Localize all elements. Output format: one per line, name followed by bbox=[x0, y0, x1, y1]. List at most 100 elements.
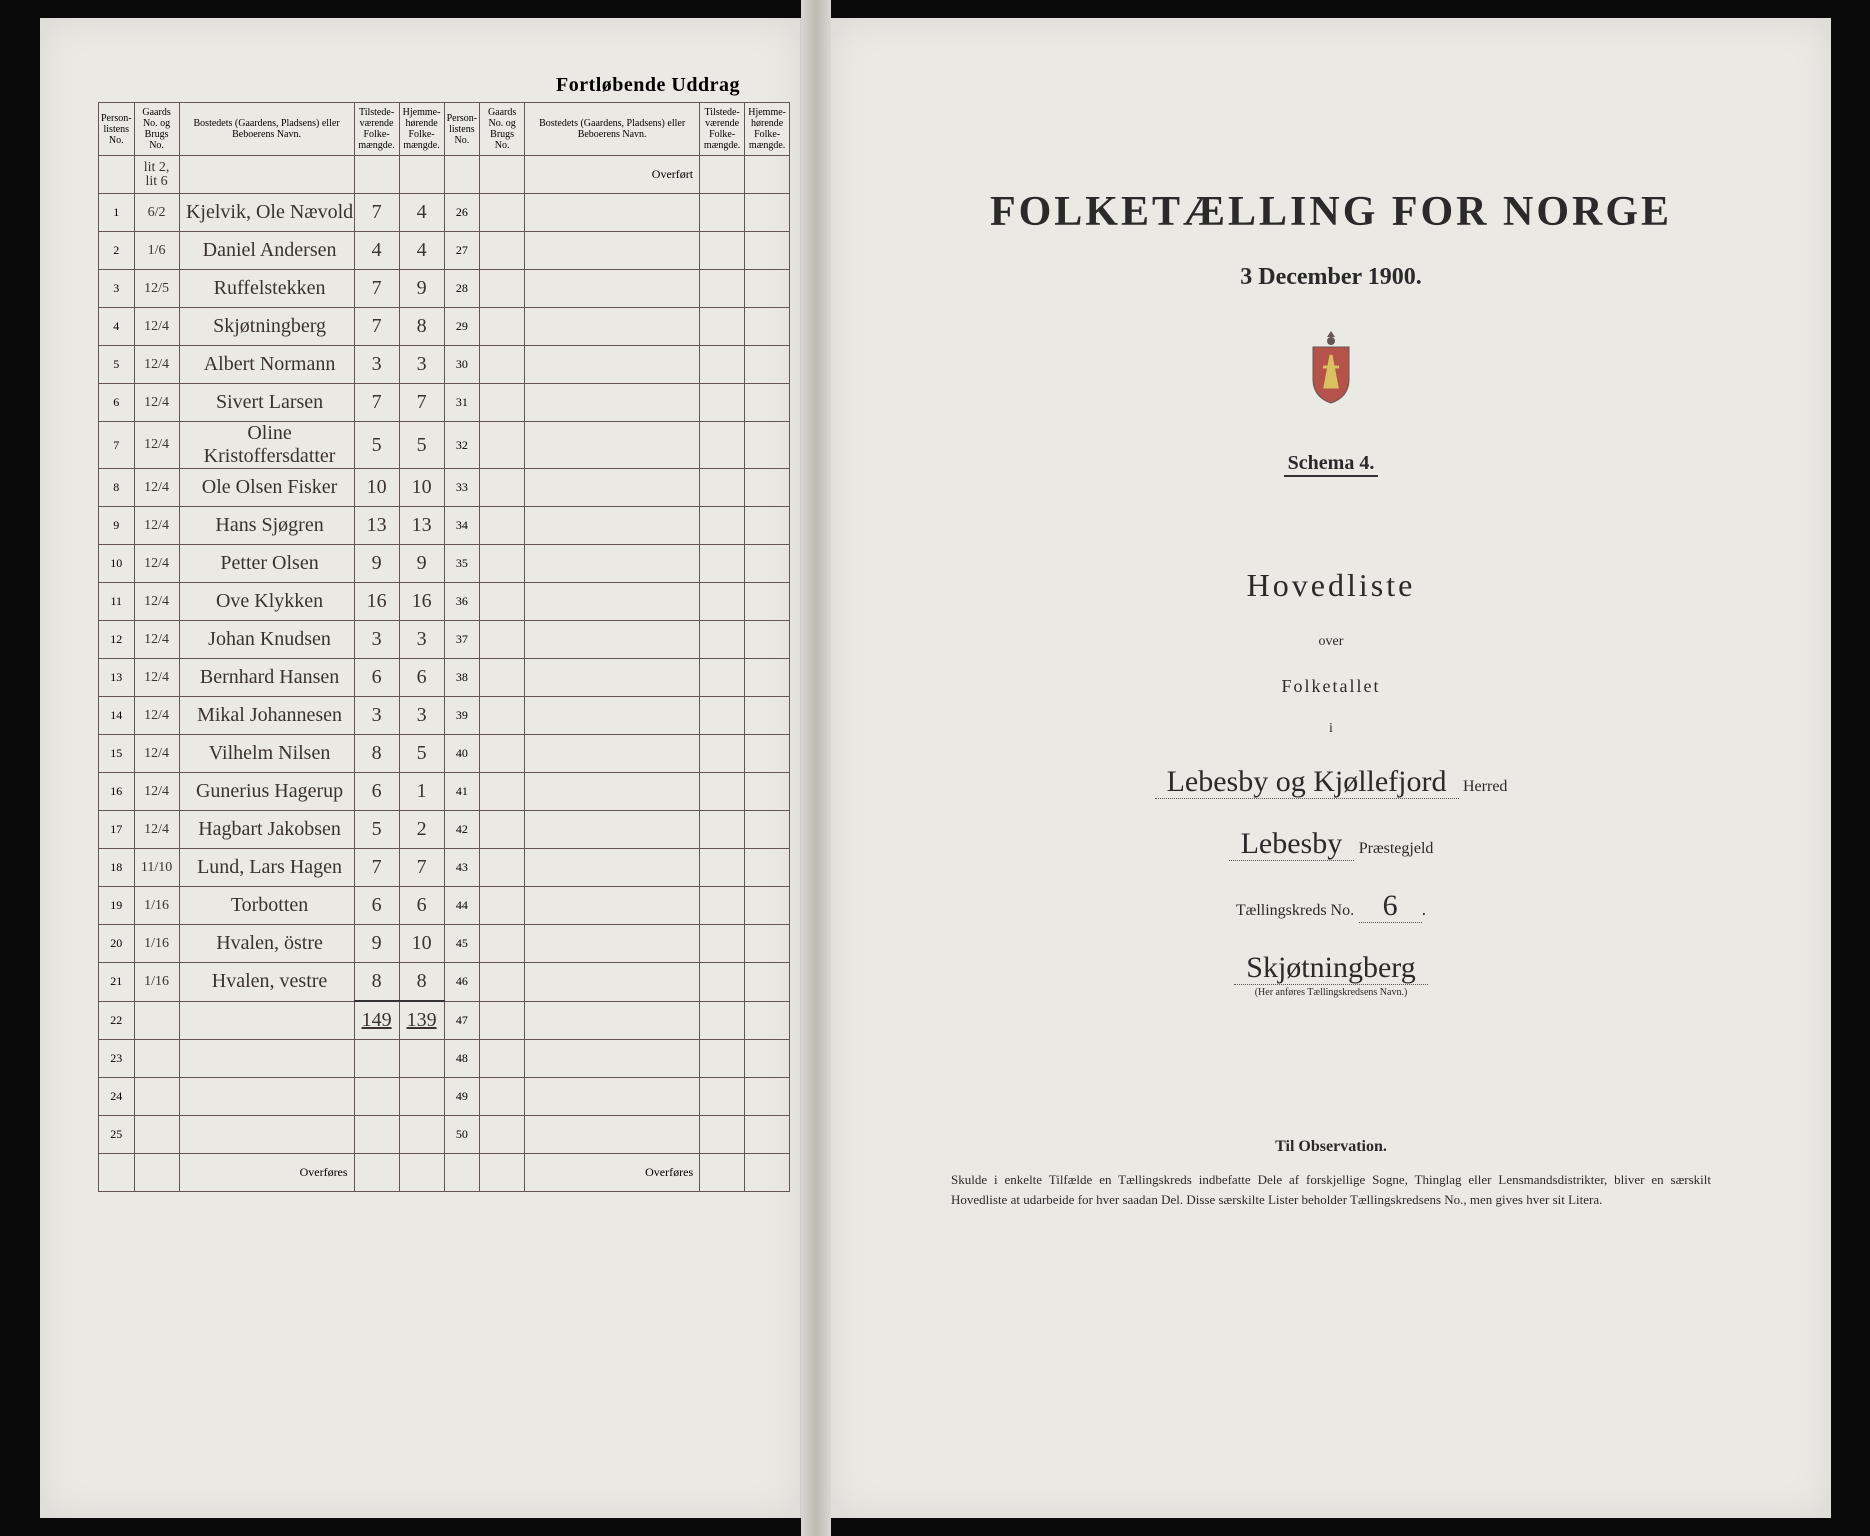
gaard-no: 12/4 bbox=[134, 697, 179, 735]
hjem-count-r bbox=[745, 659, 790, 697]
gaard-no: 1/16 bbox=[134, 963, 179, 1002]
hjem-count: 7 bbox=[399, 384, 444, 422]
bosted-name-r bbox=[525, 422, 700, 469]
bosted-name: Gunerius Hagerup bbox=[179, 773, 354, 811]
schema-label: Schema 4. bbox=[1284, 452, 1379, 477]
row-num-r: 29 bbox=[444, 308, 480, 346]
overfores-row: OverføresOverføres bbox=[99, 1154, 790, 1192]
hjem-count-r bbox=[745, 194, 790, 232]
tilst-count: 5 bbox=[354, 422, 399, 469]
table-row: 1112/4Ove Klykken161636 bbox=[99, 583, 790, 621]
bosted-name-r bbox=[525, 469, 700, 507]
bosted-name-r bbox=[525, 811, 700, 849]
gaard-no-r bbox=[480, 773, 525, 811]
table-row: 1712/4Hagbart Jakobsen5242 bbox=[99, 811, 790, 849]
tilst-count-r bbox=[700, 346, 745, 384]
folketallet-label: Folketallet bbox=[831, 676, 1831, 697]
hjem-count: 10 bbox=[399, 469, 444, 507]
gaard-no-r bbox=[480, 583, 525, 621]
row-num-r: 30 bbox=[444, 346, 480, 384]
kreds-name-line: Skjøtningberg bbox=[831, 951, 1831, 985]
tilst-count-r bbox=[700, 469, 745, 507]
tilst-count: 5 bbox=[354, 811, 399, 849]
row-num-r: 28 bbox=[444, 270, 480, 308]
tilst-count: 6 bbox=[354, 659, 399, 697]
gaard-no-r bbox=[480, 697, 525, 735]
tilst-count: 7 bbox=[354, 849, 399, 887]
hjem-count-r bbox=[745, 963, 790, 1002]
bosted-name-r bbox=[525, 697, 700, 735]
i-label: i bbox=[831, 721, 1831, 737]
row-num: 6 bbox=[99, 384, 135, 422]
row-num-r: 45 bbox=[444, 925, 480, 963]
coat-of-arms-icon bbox=[1301, 327, 1361, 412]
bosted-name: Kjelvik, Ole Nævold bbox=[179, 194, 354, 232]
table-row: 612/4Sivert Larsen7731 bbox=[99, 384, 790, 422]
tilst-count-r bbox=[700, 583, 745, 621]
gaard-no-r bbox=[480, 422, 525, 469]
th-gaard-1: Gaards No. og Brugs No. bbox=[134, 103, 179, 156]
row-num-r: 43 bbox=[444, 849, 480, 887]
table-row: 201/16Hvalen, östre91045 bbox=[99, 925, 790, 963]
hjem-count: 4 bbox=[399, 194, 444, 232]
tilst-count: 7 bbox=[354, 384, 399, 422]
hjem-count: 8 bbox=[399, 963, 444, 1002]
bosted-name: Vilhelm Nilsen bbox=[179, 735, 354, 773]
hjem-count: 3 bbox=[399, 621, 444, 659]
row-num: 4 bbox=[99, 308, 135, 346]
tilst-count-r bbox=[700, 545, 745, 583]
th-tilst-2: Tilstede-værende Folke-mængde. bbox=[700, 103, 745, 156]
table-row: 16/2Kjelvik, Ole Nævold7426 bbox=[99, 194, 790, 232]
running-title: Fortløbende Uddrag bbox=[556, 74, 740, 97]
bosted-name: Sivert Larsen bbox=[179, 384, 354, 422]
gaard-no-r bbox=[480, 925, 525, 963]
gaard-no: 12/4 bbox=[134, 811, 179, 849]
gaard-no-r bbox=[480, 308, 525, 346]
row-num: 16 bbox=[99, 773, 135, 811]
hjem-count: 2 bbox=[399, 811, 444, 849]
hjem-count: 9 bbox=[399, 270, 444, 308]
table-row: 812/4Ole Olsen Fisker101033 bbox=[99, 469, 790, 507]
tilst-count-r bbox=[700, 849, 745, 887]
row-num-r: 26 bbox=[444, 194, 480, 232]
th-tilst-1: Tilstede-værende Folke-mængde. bbox=[354, 103, 399, 156]
row-num-r: 46 bbox=[444, 963, 480, 1002]
kreds-label: Tællingskreds No. bbox=[1236, 902, 1354, 919]
herred-line: Lebesby og Kjøllefjord Herred bbox=[831, 765, 1831, 799]
row-num: 10 bbox=[99, 545, 135, 583]
annot-0: lit 2, bbox=[144, 160, 170, 175]
tilst-count-r bbox=[700, 963, 745, 1002]
tilst-count-r bbox=[700, 887, 745, 925]
row-num-r: 35 bbox=[444, 545, 480, 583]
th-bosted-1: Bostedets (Gaardens, Pladsens) eller Beb… bbox=[179, 103, 354, 156]
row-num: 11 bbox=[99, 583, 135, 621]
census-title: FOLKETÆLLING FOR NORGE bbox=[831, 188, 1831, 236]
row-num-r: 34 bbox=[444, 507, 480, 545]
tilst-count-r bbox=[700, 232, 745, 270]
th-bosted-2: Bostedets (Gaardens, Pladsens) eller Beb… bbox=[525, 103, 700, 156]
gaard-no: 12/4 bbox=[134, 384, 179, 422]
table-row: 2550 bbox=[99, 1116, 790, 1154]
row-num: 8 bbox=[99, 469, 135, 507]
observation-text: Skulde i enkelte Tilfælde en Tællingskre… bbox=[951, 1170, 1711, 1209]
bosted-name-r bbox=[525, 963, 700, 1002]
gaard-no: 1/6 bbox=[134, 232, 179, 270]
gaard-no: 12/4 bbox=[134, 308, 179, 346]
gaard-no: 12/4 bbox=[134, 735, 179, 773]
hjem-count: 1 bbox=[399, 773, 444, 811]
hjem-count: 10 bbox=[399, 925, 444, 963]
row-num: 19 bbox=[99, 887, 135, 925]
hjem-count: 5 bbox=[399, 735, 444, 773]
row-num-r: 37 bbox=[444, 621, 480, 659]
bosted-name-r bbox=[525, 384, 700, 422]
bosted-name-r bbox=[525, 194, 700, 232]
gaard-no: 11/10 bbox=[134, 849, 179, 887]
table-row: 512/4Albert Normann3330 bbox=[99, 346, 790, 384]
tilst-count: 16 bbox=[354, 583, 399, 621]
hjem-count-r bbox=[745, 384, 790, 422]
hjem-count: 16 bbox=[399, 583, 444, 621]
gaard-no: 12/4 bbox=[134, 507, 179, 545]
gaard-no-r bbox=[480, 270, 525, 308]
kreds-name-handwritten: Skjøtningberg bbox=[1234, 951, 1427, 985]
tilst-count-r bbox=[700, 659, 745, 697]
